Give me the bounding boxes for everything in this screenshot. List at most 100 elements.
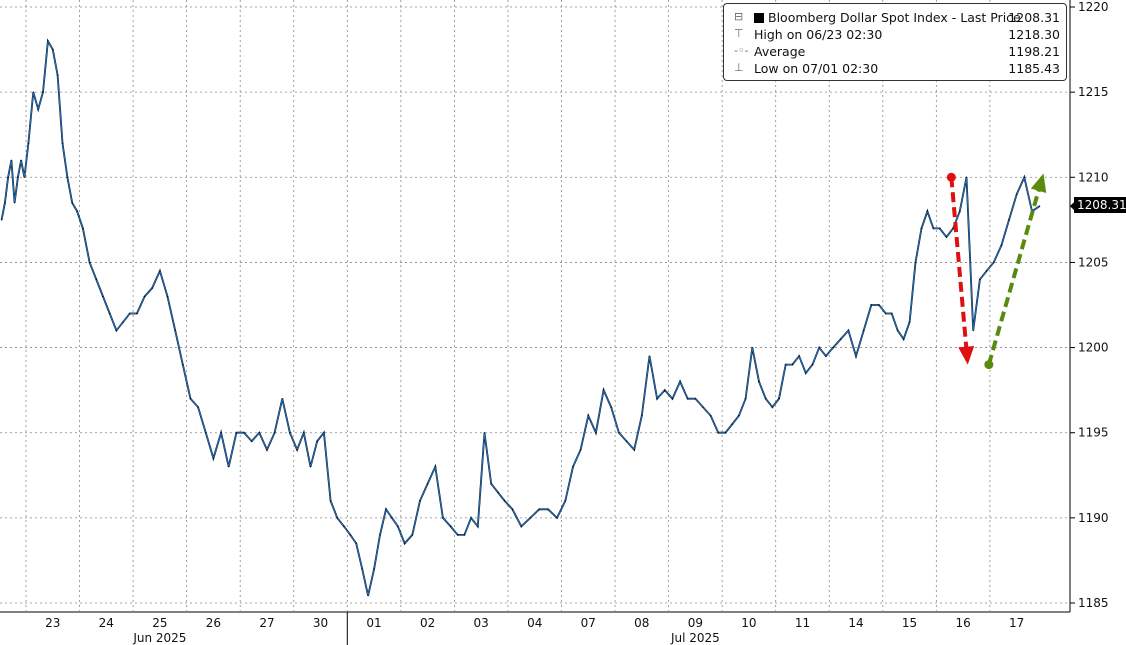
- price-point: [920, 227, 923, 229]
- x-tick-label: 23: [45, 616, 60, 630]
- price-point: [490, 483, 492, 485]
- price-point: [972, 329, 974, 332]
- price-point: [159, 270, 161, 272]
- last-price-tag: 1208.31: [1074, 197, 1126, 214]
- price-point: [4, 202, 6, 204]
- price-point: [385, 508, 387, 510]
- price-point: [309, 466, 312, 468]
- price-point: [529, 517, 531, 519]
- price-point: [710, 415, 712, 417]
- collapse-icon[interactable]: ⊟: [734, 10, 744, 23]
- price-point: [115, 329, 117, 332]
- price-point: [731, 423, 733, 425]
- price-point: [102, 295, 104, 298]
- x-tick-label: 11: [795, 616, 810, 630]
- price-point: [625, 440, 628, 442]
- price-point: [23, 176, 25, 178]
- price-point: [520, 525, 522, 527]
- legend-average-value: 1198.21: [1008, 44, 1060, 59]
- price-point: [7, 176, 9, 178]
- price-point: [985, 270, 988, 272]
- price-point: [595, 432, 597, 434]
- price-point: [738, 415, 740, 417]
- price-point: [397, 525, 399, 527]
- price-point: [477, 525, 479, 527]
- x-tick-label: 26: [206, 616, 221, 630]
- price-point: [14, 202, 16, 204]
- x-tick-label: 14: [848, 616, 863, 630]
- price-point: [220, 432, 222, 434]
- price-point: [243, 432, 245, 434]
- price-point: [1039, 205, 1041, 207]
- price-point: [805, 372, 807, 374]
- high-marker-icon: ⊤: [734, 27, 744, 40]
- annotation-arrow-shaft: [949, 177, 970, 361]
- price-point: [379, 534, 381, 536]
- price-point: [811, 364, 814, 366]
- annotation-arrow-origin: [984, 360, 994, 370]
- x-tick-label: 08: [634, 616, 649, 630]
- price-point: [1023, 176, 1025, 178]
- y-tick-label: 1195: [1078, 426, 1109, 440]
- price-point: [136, 312, 138, 315]
- price-point: [10, 159, 12, 161]
- price-point: [1, 219, 3, 221]
- price-line: [1, 39, 1040, 596]
- price-point: [908, 321, 911, 323]
- price-point: [641, 415, 643, 417]
- price-point: [404, 542, 406, 545]
- price-point: [587, 415, 589, 417]
- price-point: [965, 176, 968, 178]
- y-tick-label: 1190: [1078, 511, 1109, 525]
- price-point: [778, 398, 780, 400]
- price-point: [702, 406, 704, 408]
- price-point: [296, 449, 298, 451]
- price-point: [897, 329, 899, 332]
- y-tick-label: 1200: [1078, 341, 1109, 355]
- price-point: [470, 517, 472, 519]
- price-point: [355, 542, 357, 545]
- price-point: [419, 500, 421, 502]
- price-point: [182, 364, 184, 366]
- price-point: [281, 398, 283, 400]
- price-point: [1008, 219, 1010, 221]
- price-line-shadow: [0, 38, 1041, 596]
- price-point: [61, 142, 64, 144]
- price-point: [556, 517, 558, 519]
- price-point: [274, 432, 276, 434]
- price-point: [572, 466, 574, 468]
- x-tick-label: 09: [688, 616, 703, 630]
- price-point: [212, 457, 215, 459]
- price-point: [694, 398, 696, 400]
- price-point: [952, 227, 954, 229]
- price-point: [129, 312, 131, 315]
- price-point: [32, 91, 34, 93]
- price-point: [37, 108, 39, 110]
- price-point: [993, 261, 995, 264]
- price-point: [855, 355, 857, 357]
- price-point: [449, 525, 452, 527]
- price-point: [166, 295, 169, 298]
- price-point: [765, 398, 767, 400]
- series-swatch: [754, 13, 764, 23]
- price-point: [618, 432, 620, 434]
- x-tick-label: 24: [99, 616, 114, 630]
- price-point: [303, 432, 305, 434]
- price-point: [785, 364, 787, 366]
- price-point: [367, 595, 369, 597]
- price-point: [878, 304, 880, 306]
- legend-high-value: 1218.30: [1008, 27, 1060, 42]
- price-point: [664, 389, 666, 391]
- x-tick-label: 16: [955, 616, 970, 630]
- price-point: [926, 210, 929, 212]
- x-tick-label: 30: [313, 616, 328, 630]
- x-tick-label: 27: [259, 616, 274, 630]
- legend-average: Average: [754, 44, 806, 59]
- x-tick-label: 07: [581, 616, 596, 630]
- price-point: [151, 287, 153, 289]
- price-point: [564, 500, 566, 502]
- legend-low: Low on 07/01 02:30: [754, 61, 879, 76]
- price-point: [17, 176, 19, 178]
- annotation-arrow-shaft: [986, 176, 1045, 366]
